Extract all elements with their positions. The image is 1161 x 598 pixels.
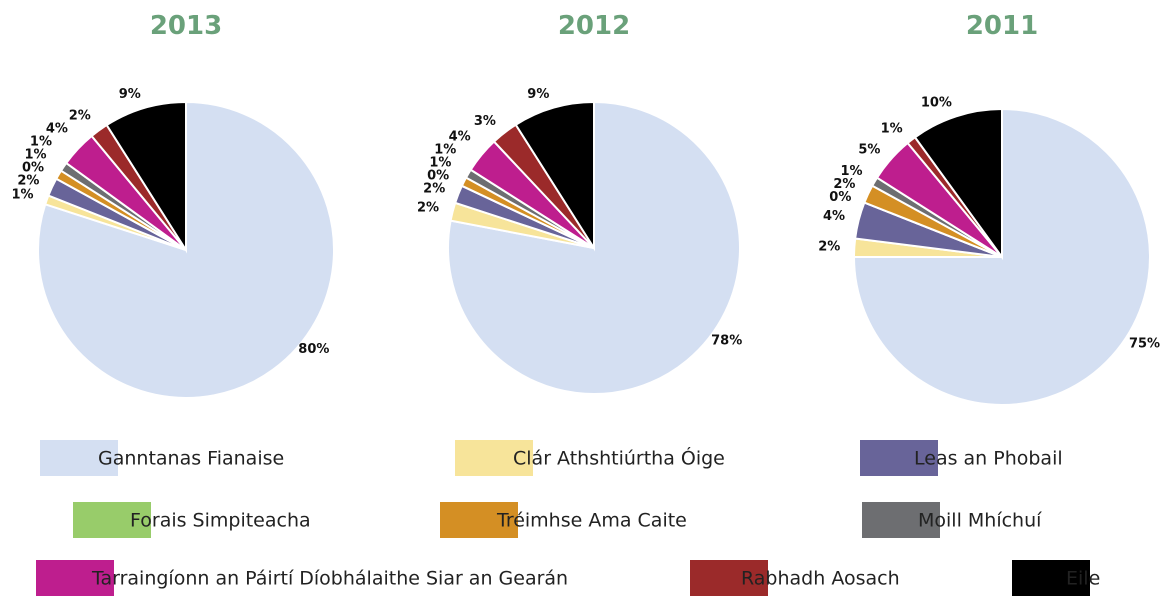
value-label: 78% bbox=[711, 334, 742, 349]
legend-label: Tréimhse Ama Caite bbox=[496, 510, 687, 532]
value-label: 2% bbox=[69, 109, 91, 124]
legend-label: Forais Simpiteacha bbox=[130, 510, 311, 532]
pie-slice bbox=[105, 100, 187, 254]
value-label: 2% bbox=[818, 239, 840, 254]
value-label: 75% bbox=[1129, 336, 1160, 351]
value-label: 1% bbox=[11, 188, 33, 203]
legend-swatch bbox=[36, 560, 114, 596]
legend-swatch bbox=[455, 440, 533, 476]
value-label: 9% bbox=[527, 87, 549, 102]
legend-label: Ganntanas Fianaise bbox=[98, 448, 284, 470]
value-label: 4% bbox=[823, 209, 845, 224]
value-label: 1% bbox=[840, 164, 862, 179]
value-label: 3% bbox=[474, 114, 496, 129]
legend-label: Eile bbox=[1066, 568, 1100, 590]
value-label: 0% bbox=[427, 169, 449, 184]
legend-swatch bbox=[40, 440, 118, 476]
value-label: 1% bbox=[30, 135, 52, 150]
value-label: 0% bbox=[829, 190, 851, 205]
value-label: 2% bbox=[417, 201, 439, 216]
value-label: 80% bbox=[298, 342, 329, 357]
legend-label: Leas an Phobail bbox=[914, 448, 1063, 470]
legend-swatch bbox=[860, 440, 938, 476]
value-label: 1% bbox=[434, 143, 456, 158]
legend-label: Clár Athshtiúrtha Óige bbox=[513, 446, 725, 470]
value-label: 0% bbox=[22, 161, 44, 176]
value-label: 2% bbox=[833, 177, 855, 192]
chart-title: 2013 bbox=[150, 11, 222, 41]
legend-swatch bbox=[1012, 560, 1090, 596]
value-label: 10% bbox=[921, 95, 952, 110]
pie-slice bbox=[913, 107, 1003, 261]
value-label: 2% bbox=[423, 182, 445, 197]
value-label: 1% bbox=[429, 156, 451, 171]
legend-label: Tarraingíonn an Páirtí Díobhálaithe Siar… bbox=[91, 568, 568, 590]
legend-label: Moill Mhíchuí bbox=[918, 510, 1042, 532]
value-label: 9% bbox=[119, 87, 141, 102]
value-label: 5% bbox=[858, 142, 880, 157]
value-label: 4% bbox=[449, 130, 471, 145]
legend-swatch bbox=[862, 502, 940, 538]
pie-slice bbox=[514, 100, 595, 252]
legend-swatch bbox=[73, 502, 151, 538]
value-label: 1% bbox=[881, 121, 903, 136]
value-label: 2% bbox=[17, 174, 39, 189]
chart-title: 2012 bbox=[558, 11, 630, 41]
chart-title: 2011 bbox=[966, 11, 1038, 41]
legend-label: Rabhadh Aosach bbox=[741, 568, 900, 590]
legend-swatch bbox=[690, 560, 768, 596]
value-label: 4% bbox=[46, 122, 68, 137]
value-label: 1% bbox=[24, 148, 46, 163]
legend-swatch bbox=[440, 502, 518, 538]
